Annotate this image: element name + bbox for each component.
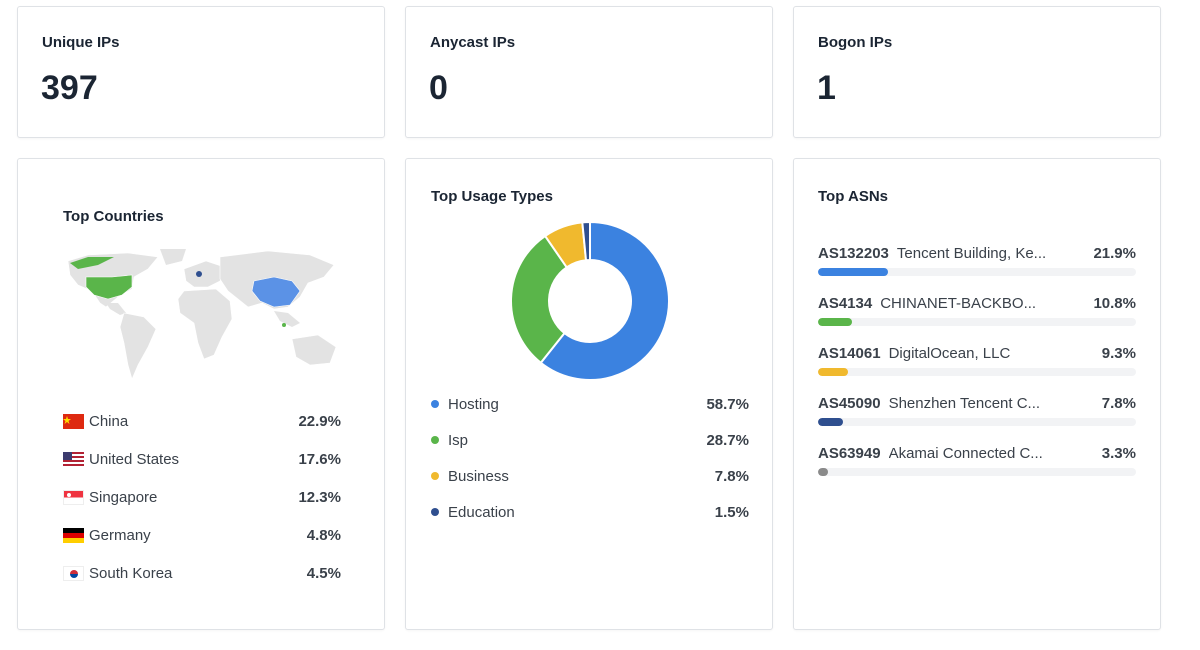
asn-bar-track <box>818 468 1136 476</box>
usage-percent: 28.7% <box>706 431 749 449</box>
asn-row: AS4134 CHINANET-BACKBO... 10.8% <box>818 293 1136 333</box>
usage-legend-row: Business 7.8% <box>431 464 749 488</box>
usage-name: Isp <box>448 431 469 449</box>
usage-legend-row: Isp 28.7% <box>431 428 749 452</box>
asn-bar-track <box>818 268 1136 276</box>
country-name: United States <box>89 450 180 468</box>
country-percent: 17.6% <box>298 450 341 468</box>
china-flag-icon <box>63 413 84 429</box>
usage-percent: 1.5% <box>714 503 749 521</box>
map-canada-highlight <box>70 257 114 269</box>
stat-title: Bogon IPs <box>818 34 893 51</box>
asn-row: AS45090 Shenzhen Tencent C... 7.8% <box>818 393 1136 433</box>
asn-bar-fill <box>818 318 853 326</box>
asn-id: AS63949 <box>818 444 881 462</box>
panel-title: Top ASNs <box>818 188 888 205</box>
asn-percent: 21.9% <box>1093 244 1136 262</box>
asn-bar-fill <box>818 368 848 376</box>
asn-bar-track <box>818 368 1136 376</box>
country-name: Singapore <box>89 488 158 506</box>
legend-dot <box>431 400 439 408</box>
map-germany <box>196 271 202 277</box>
country-row: China 22.9% <box>63 409 341 433</box>
asn-bar-fill <box>818 268 888 276</box>
asn-percent: 10.8% <box>1093 294 1136 312</box>
asn-percent: 9.3% <box>1101 344 1136 362</box>
stat-card-unique-ips: Unique IPs 397 <box>17 6 385 138</box>
map-southeast-asia <box>274 311 300 327</box>
singapore-flag-icon <box>63 489 84 505</box>
usage-legend-row: Hosting 58.7% <box>431 392 749 416</box>
country-name: South Korea <box>89 564 173 582</box>
stat-card-anycast-ips: Anycast IPs 0 <box>405 6 773 138</box>
map-china <box>251 276 301 308</box>
top-asns-card: Top ASNs AS132203 Tencent Building, Ke..… <box>793 158 1161 630</box>
donut-slice-education <box>581 221 591 262</box>
stat-title: Anycast IPs <box>430 34 516 51</box>
legend-dot <box>431 436 439 444</box>
stat-value: 1 <box>817 69 836 107</box>
country-name: China <box>89 412 129 430</box>
world-map <box>67 249 337 380</box>
stat-card-bogon-ips: Bogon IPs 1 <box>793 6 1161 138</box>
map-singapore <box>282 323 286 327</box>
country-percent: 4.8% <box>306 526 341 544</box>
map-united-states <box>85 274 133 300</box>
stat-value: 397 <box>41 69 98 107</box>
south-korea-flag-icon <box>63 565 84 581</box>
asn-name: Akamai Connected C... <box>888 444 1043 462</box>
panel-title: Top Usage Types <box>431 188 553 205</box>
asn-row: AS14061 DigitalOcean, LLC 9.3% <box>818 343 1136 383</box>
donut-slice-isp <box>510 234 569 365</box>
usage-name: Hosting <box>448 395 499 413</box>
asn-name: DigitalOcean, LLC <box>888 344 1011 362</box>
asn-id: AS45090 <box>818 394 881 412</box>
asn-bar-track <box>818 418 1136 426</box>
asn-bar-fill <box>818 468 829 476</box>
donut-slice-hosting <box>539 221 670 381</box>
map-australia <box>291 334 337 366</box>
usage-percent: 58.7% <box>706 395 749 413</box>
asn-row: AS63949 Akamai Connected C... 3.3% <box>818 443 1136 483</box>
asn-row: AS132203 Tencent Building, Ke... 21.9% <box>818 243 1136 283</box>
country-name: Germany <box>89 526 151 544</box>
legend-dot <box>431 472 439 480</box>
country-percent: 4.5% <box>306 564 341 582</box>
usage-donut-chart <box>510 221 670 381</box>
country-row: Singapore 12.3% <box>63 485 341 509</box>
map-central-america <box>106 303 126 315</box>
asn-percent: 7.8% <box>1101 394 1136 412</box>
country-row: Germany 4.8% <box>63 523 341 547</box>
usage-name: Education <box>448 503 515 521</box>
map-africa <box>177 288 233 360</box>
country-row: United States 17.6% <box>63 447 341 471</box>
germany-flag-icon <box>63 527 84 543</box>
top-countries-card: Top Countries China 22.9% <box>17 158 385 630</box>
map-south-america <box>119 312 157 380</box>
asn-name: CHINANET-BACKBO... <box>880 294 1037 312</box>
asn-id: AS4134 <box>818 294 873 312</box>
asn-bar-fill <box>818 418 843 426</box>
asn-name: Shenzhen Tencent C... <box>888 394 1041 412</box>
usage-percent: 7.8% <box>714 467 749 485</box>
united-states-flag-icon <box>63 451 84 467</box>
stat-title: Unique IPs <box>42 34 120 51</box>
map-europe <box>183 260 225 288</box>
usage-legend-row: Education 1.5% <box>431 500 749 524</box>
top-usage-types-card: Top Usage Types Hosting 58.7% Isp 28.7% … <box>405 158 773 630</box>
asn-name: Tencent Building, Ke... <box>896 244 1047 262</box>
stat-value: 0 <box>429 69 448 107</box>
asn-id: AS14061 <box>818 344 881 362</box>
country-percent: 22.9% <box>298 412 341 430</box>
country-row: South Korea 4.5% <box>63 561 341 585</box>
legend-dot <box>431 508 439 516</box>
asn-bar-track <box>818 318 1136 326</box>
asn-id: AS132203 <box>818 244 889 262</box>
panel-title: Top Countries <box>63 208 164 225</box>
usage-name: Business <box>448 467 509 485</box>
asn-percent: 3.3% <box>1101 444 1136 462</box>
country-percent: 12.3% <box>298 488 341 506</box>
map-greenland <box>160 249 186 265</box>
